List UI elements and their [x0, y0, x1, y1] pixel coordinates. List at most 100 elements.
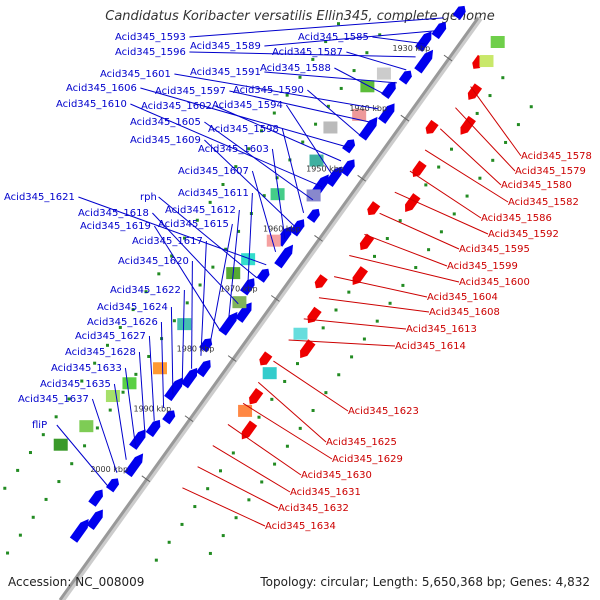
- forward-gene-19: [235, 302, 252, 323]
- reverse-leader-line: [257, 381, 327, 443]
- forward-gene-label: Acid345_1607: [178, 166, 249, 177]
- reverse-gene-label: Acid345_1614: [395, 341, 466, 352]
- feature-block-19: [53, 438, 68, 451]
- gc-dot: [336, 22, 340, 26]
- reverse-leader-line: [470, 86, 522, 157]
- forward-leader-line: [307, 89, 360, 136]
- gc-dot: [247, 147, 251, 151]
- forward-gene-label: Acid345_1588: [260, 63, 331, 74]
- gc-dot: [93, 361, 97, 365]
- forward-gene-27: [129, 429, 146, 450]
- forward-leader-line: [113, 383, 127, 460]
- gc-dot: [439, 230, 443, 234]
- forward-gene-label: Acid345_1590: [233, 85, 304, 96]
- forward-leader-line: [140, 87, 351, 149]
- feature-block-8: [306, 189, 321, 202]
- kbp-tick-mark: [270, 295, 280, 302]
- forward-gene-label: Acid345_1628: [65, 347, 136, 358]
- forward-gene-23: [180, 367, 198, 389]
- forward-leader-line: [189, 51, 416, 58]
- forward-leader-line: [181, 289, 185, 382]
- gc-dot: [347, 290, 351, 294]
- gc-dot: [501, 76, 505, 80]
- forward-gene-32: [69, 518, 89, 543]
- gc-dot: [67, 397, 71, 401]
- kbp-tick-label: 1930 kbp: [393, 44, 431, 53]
- kbp-tick-label: 1960 kbp: [263, 224, 301, 233]
- forward-gene-24: [164, 377, 183, 402]
- reverse-leader-line: [288, 339, 396, 347]
- forward-gene-label: Acid345_1602: [141, 101, 212, 112]
- gc-dot: [298, 75, 302, 79]
- forward-leader-line: [264, 71, 397, 84]
- reverse-gene-9: [352, 266, 369, 286]
- forward-gene-label: Acid345_1594: [212, 100, 283, 111]
- gc-dot: [488, 94, 492, 98]
- gc-dot: [275, 176, 279, 180]
- feature-block-5: [352, 108, 367, 121]
- gc-dot: [28, 451, 32, 455]
- gc-dot: [311, 57, 315, 61]
- gc-dot: [295, 362, 299, 366]
- reverse-gene-label: Acid345_1595: [459, 244, 530, 255]
- forward-gene-8: [358, 116, 378, 141]
- feature-block-7: [309, 154, 324, 167]
- gc-dot: [465, 194, 469, 198]
- gc-dot: [388, 301, 392, 305]
- feature-block-4: [360, 80, 375, 93]
- forward-gene-26: [145, 419, 161, 438]
- feature-block-6: [323, 121, 338, 134]
- reverse-gene-4: [425, 119, 439, 134]
- forward-gene-10: [340, 159, 355, 177]
- reverse-gene-label: Acid345_1608: [429, 307, 500, 318]
- kbp-tick-mark: [400, 114, 410, 122]
- forward-leader-line: [170, 306, 174, 395]
- gc-dot: [198, 283, 202, 287]
- forward-leader-line: [204, 139, 295, 227]
- forward-leader-line: [200, 240, 207, 356]
- gc-dot: [424, 183, 428, 187]
- forward-gene-label: Acid345_1621: [4, 192, 75, 203]
- reverse-leader-line: [394, 191, 489, 235]
- forward-leader-line: [346, 51, 407, 71]
- feature-block-3: [376, 67, 391, 80]
- forward-leader-line: [229, 90, 370, 123]
- forward-leader-line: [152, 212, 239, 305]
- forward-gene-label: Acid345_1597: [155, 86, 226, 97]
- forward-gene-17: [256, 268, 270, 283]
- gc-dot: [16, 468, 20, 472]
- gc-dot: [221, 183, 225, 187]
- reverse-gene-label: Acid345_1586: [481, 213, 552, 224]
- reverse-leader-line: [182, 487, 266, 527]
- forward-gene-label: Acid345_1606: [66, 83, 137, 94]
- forward-gene-label: Acid345_1587: [272, 47, 343, 58]
- forward-gene-label: Acid345_1618: [78, 208, 149, 219]
- forward-gene-label: Acid345_1610: [56, 99, 127, 110]
- reverse-leader-line: [273, 360, 349, 412]
- forward-gene-label: Acid345_1622: [110, 285, 181, 296]
- reverse-gene-6: [405, 193, 421, 212]
- gc-dot: [478, 176, 482, 180]
- forward-leader-line: [124, 367, 137, 447]
- forward-gene-4: [414, 49, 434, 74]
- kbp-tick-label: 2000 kbp: [90, 465, 128, 474]
- genome-backbone: [58, 17, 480, 600]
- forward-gene-label: Acid345_1619: [80, 221, 151, 232]
- forward-gene-30: [88, 489, 103, 507]
- gc-dot: [414, 266, 418, 270]
- forward-gene-6: [381, 81, 396, 99]
- forward-gene-16: [274, 244, 294, 269]
- reverse-leader-line: [409, 170, 482, 219]
- gc-dot: [375, 319, 379, 323]
- gc-dot: [298, 426, 302, 430]
- gc-dot: [41, 433, 45, 437]
- reverse-leader-line: [455, 107, 516, 172]
- forward-gene-label: Acid345_1615: [158, 219, 229, 230]
- gc-dot: [108, 408, 112, 412]
- gc-dot: [144, 290, 148, 294]
- gc-dot: [80, 379, 84, 383]
- forward-gene-label: Acid345_1620: [118, 256, 189, 267]
- kbp-tick-label: 1980 kbp: [177, 345, 215, 354]
- gc-dot: [234, 516, 238, 520]
- gc-dot: [427, 248, 431, 252]
